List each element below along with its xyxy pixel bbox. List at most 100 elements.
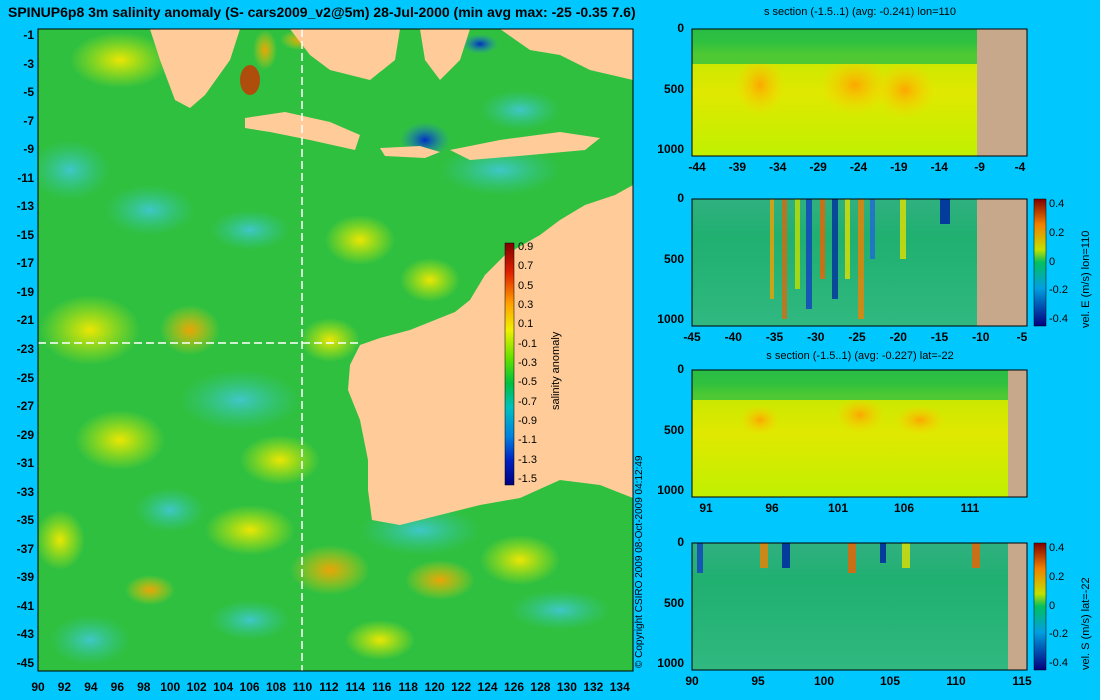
section1-x-tick: -4 — [1014, 160, 1026, 174]
section3-x-tick: 101 — [827, 501, 849, 515]
section1-x-tick: -9 — [974, 160, 985, 174]
main-y-tick: -19 — [16, 284, 34, 299]
main-colorbar-tick: -1.3 — [518, 453, 537, 466]
section2-streaks — [770, 199, 950, 319]
section1-y-tick: 0 — [677, 21, 684, 35]
main-x-tick: 92 — [57, 680, 72, 694]
main-colorbar-tick: 0.3 — [518, 299, 534, 311]
main-y-tick: -37 — [16, 541, 34, 556]
section1-x-tick: -39 — [728, 160, 747, 174]
main-x-tick: 124 — [477, 680, 498, 694]
copyright-text: © Copyright CSIRO 2009 08-Oct-2009 04:12… — [634, 455, 645, 669]
section1-x-tick: -34 — [769, 160, 787, 174]
section4-x-tick: 100 — [813, 674, 835, 688]
main-y-tick: -29 — [16, 427, 34, 442]
section1-x-tick: -24 — [849, 160, 868, 174]
main-y-tick: -17 — [16, 256, 34, 271]
main-colorbar-tick: 0.7 — [518, 260, 534, 273]
main-x-tick: 114 — [345, 680, 366, 694]
main-x-tick: 132 — [583, 680, 604, 694]
main-y-tick: -43 — [16, 627, 34, 642]
section2-x-tick: -40 — [724, 330, 742, 344]
section4-x-tick: 115 — [1012, 674, 1032, 688]
velE-colorbar-label: vel. E (m/s) lon=110 — [1080, 230, 1092, 328]
section2-x-tick: -5 — [1016, 330, 1028, 344]
main-y-tick: -7 — [23, 113, 34, 128]
main-y-tick: -39 — [16, 570, 34, 585]
section1-y-tick: 1000 — [657, 142, 684, 156]
section2-x-tick: -15 — [930, 330, 949, 344]
section2-colorbar-tick: -0.4 — [1049, 313, 1068, 325]
section3-x-tick: 96 — [765, 501, 779, 515]
main-x-tick: 122 — [451, 680, 472, 694]
section2-x-tick: -20 — [889, 330, 907, 344]
main-y-tick: -3 — [23, 56, 34, 71]
main-x-tick: 128 — [530, 680, 551, 694]
main-y-tick: -27 — [16, 399, 34, 414]
main-x-tick: 110 — [292, 680, 313, 694]
section1-title: s section (-1.5..1) (avg: -0.241) lon=11… — [763, 6, 957, 18]
section4-y-tick: 1000 — [657, 656, 684, 670]
main-x-tick: 112 — [319, 680, 339, 694]
velS-colorbar — [1033, 542, 1047, 671]
section3-y-tick: 0 — [677, 362, 684, 376]
main-x-tick: 130 — [556, 680, 577, 694]
main-y-tick: -45 — [16, 656, 34, 670]
main-x-tick: 96 — [110, 680, 125, 694]
main-colorbar-label: salinity anomaly — [550, 331, 562, 410]
main-y-tick: -33 — [16, 484, 34, 499]
section1-x-tick: -44 — [688, 160, 706, 174]
section3-title: s section (-1.5..1) (avg: -0.227) lat=-2… — [766, 350, 954, 362]
main-y-tick: -15 — [16, 227, 34, 242]
section1-y-tick: 500 — [663, 81, 684, 96]
main-y-tick: -9 — [23, 142, 34, 157]
main-y-tick: -13 — [16, 199, 34, 214]
main-title: SPINUP6p8 3m salinity anomaly (S- cars20… — [8, 4, 636, 20]
main-colorbar-tick: 0.1 — [518, 318, 534, 331]
main-colorbar-tick: -0.7 — [518, 395, 537, 408]
section3-x-tick: 91 — [699, 501, 713, 515]
section2-y-tick: 1000 — [657, 312, 684, 326]
velE-colorbar — [1033, 198, 1047, 327]
section3-x-tick: 106 — [893, 501, 915, 515]
section1-x-tick: -19 — [890, 160, 908, 174]
section2-x-tick: -25 — [848, 330, 866, 344]
section1-x-tick: -29 — [809, 160, 827, 174]
main-x-tick: 126 — [503, 680, 525, 694]
section2-y-tick: 0 — [677, 191, 684, 205]
main-x-tick: 104 — [213, 680, 234, 694]
main-y-tick: -11 — [17, 170, 34, 185]
section2-colorbar-tick: 0 — [1049, 255, 1056, 268]
section4-colorbar-tick: -0.2 — [1049, 628, 1068, 641]
main-colorbar-tick: -0.3 — [518, 357, 537, 369]
main-map-frame — [37, 28, 634, 672]
main-x-tick: 118 — [398, 680, 418, 694]
main-x-tick: 100 — [160, 680, 181, 694]
main-x-tick: 106 — [239, 680, 260, 694]
main-x-tick: 108 — [265, 680, 287, 694]
section4-y-tick: 0 — [677, 535, 684, 549]
section3-y-tick: 500 — [663, 422, 684, 437]
section3-x-tick: 111 — [960, 501, 980, 515]
velS-colorbar-label: vel. S (m/s) lat=-22 — [1080, 577, 1092, 670]
section2-colorbar-tick: 0.2 — [1049, 226, 1065, 239]
section2-colorbar-tick: -0.2 — [1049, 284, 1068, 297]
main-colorbar-tick: -1.1 — [518, 434, 537, 447]
section1-x-tick: -14 — [930, 160, 948, 174]
section4-x-tick: 90 — [685, 674, 699, 688]
main-colorbar-tick: -1.5 — [518, 473, 537, 485]
main-y-tick: -25 — [16, 370, 34, 385]
main-x-tick: 134 — [609, 680, 630, 694]
main-y-tick: -1 — [23, 28, 34, 42]
main-colorbar-tick: -0.9 — [518, 415, 537, 427]
main-colorbar-tick: 0.9 — [518, 241, 534, 253]
section4-streaks — [697, 543, 980, 573]
section4-y-tick: 500 — [663, 595, 684, 610]
main-y-tick: -21 — [16, 313, 34, 328]
main-colorbar-tick: -0.5 — [518, 376, 537, 389]
section2-x-tick: -10 — [972, 330, 990, 344]
section3-y-tick: 1000 — [657, 483, 684, 497]
section4-colorbar-tick: 0 — [1049, 599, 1056, 612]
main-x-tick: 116 — [372, 680, 392, 694]
section4-colorbar-tick: 0.2 — [1049, 570, 1065, 583]
